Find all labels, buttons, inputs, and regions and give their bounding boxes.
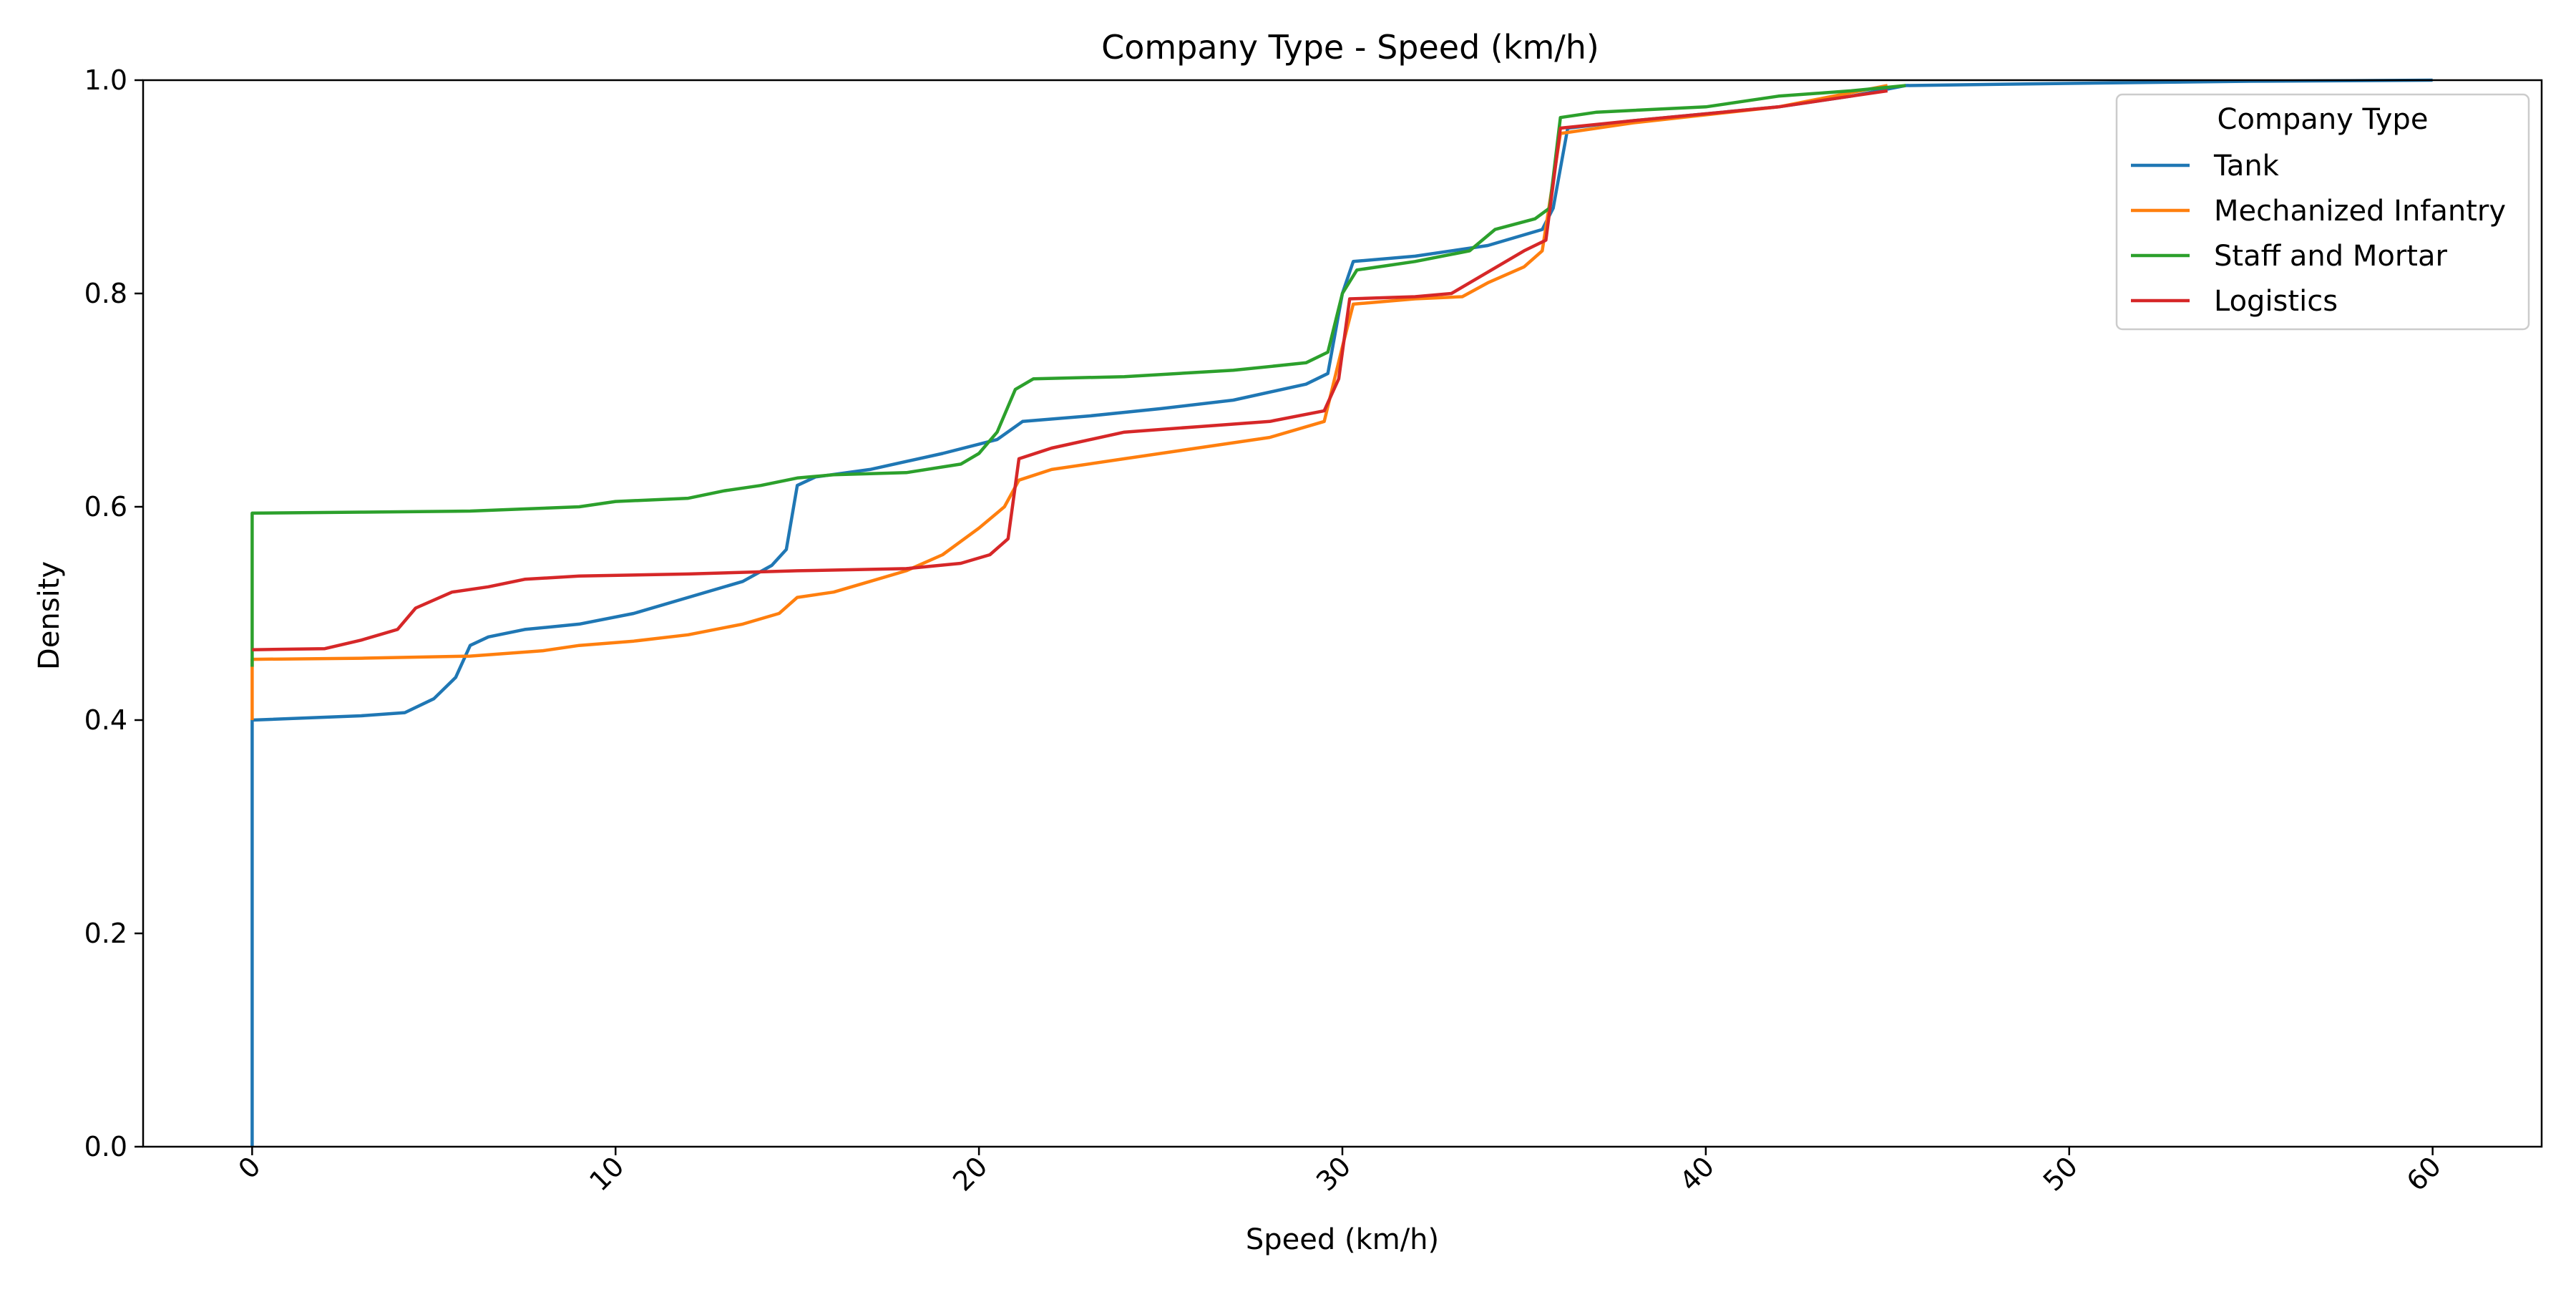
y-tick-label-2: 0.4 [84, 704, 127, 736]
series-line-3 [252, 89, 1888, 651]
legend-label-1: Mechanized Infantry [2214, 195, 2506, 228]
y-axis: 0.0 0.2 0.4 0.6 0.8 1.0 [84, 64, 143, 1162]
series-layer [250, 78, 2433, 1147]
y-tick-label-0: 0.0 [84, 1131, 127, 1162]
legend-entries: Tank Mechanized Infantry Staff and Mortar L… [2131, 150, 2506, 318]
plot-area [142, 78, 2543, 1148]
legend: Company Type Tank Mechanized Infantry Staf… [2115, 93, 2530, 331]
x-axis-label: Speed (km/h) [1246, 1223, 1439, 1256]
y-tick-label-3: 0.6 [84, 491, 127, 523]
series-line-1 [250, 84, 1888, 720]
legend-label-0: Tank [2213, 150, 2280, 183]
y-tick-label-1: 0.2 [84, 918, 127, 949]
chart-title: Company Type - Speed (km/h) [1101, 28, 1599, 67]
legend-label-2: Staff and Mortar [2214, 240, 2447, 273]
legend-label-3: Logistics [2214, 285, 2338, 318]
y-tick-label-4: 0.8 [84, 278, 127, 309]
legend-title: Company Type [2218, 103, 2429, 136]
legend-frame [2115, 93, 2530, 331]
y-tick-label-5: 1.0 [84, 64, 127, 96]
y-axis-label: Density [33, 561, 66, 670]
